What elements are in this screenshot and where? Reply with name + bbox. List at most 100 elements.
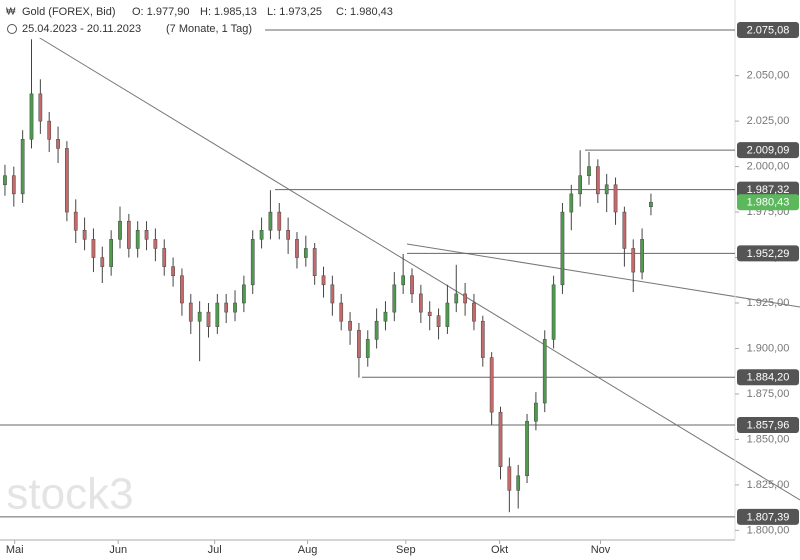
level-label-bg [737,508,799,525]
candle-body [277,211,282,231]
candle-body [542,339,547,404]
candle-body [188,302,193,322]
candle-body [321,275,326,286]
candle-body [144,230,149,240]
candle-body [11,175,16,195]
candle-body [38,93,43,122]
candle-body [419,293,423,313]
ohlc-low: L: 1.973,25 [267,6,322,18]
candle-body [489,357,494,413]
candle-body [118,220,122,240]
candle-body [100,257,105,267]
title: Gold (FOREX, Bid) [22,6,116,18]
candle-body [250,239,255,286]
candle-body [180,275,184,304]
level-label-bg [737,245,799,262]
candle-body [498,411,503,467]
candle-body [480,320,485,358]
candle-body [224,302,229,313]
x-tick-label: Nov [591,544,611,556]
candle-body [613,184,618,213]
current-price-label: 1.980,43 [747,197,790,209]
level-label: 1.857,96 [747,419,790,431]
candle-body [171,266,175,276]
candle-body [436,315,441,327]
candle-body [622,211,627,249]
level-label: 2.075,08 [747,24,790,36]
y-tick-label: 1.900,00 [747,342,790,354]
candle-body [286,230,290,240]
trendline [29,31,800,501]
candle-body [197,311,202,322]
level-label-bg [737,369,799,386]
candle-body [29,93,34,140]
candle-body [383,311,388,322]
y-tick-label: 1.800,00 [747,524,790,536]
candle-body [604,184,609,195]
candle-body [135,230,140,249]
level-label: 1.952,29 [747,248,790,260]
candle-body [91,239,96,258]
candle-body [162,248,167,267]
candle-body [427,311,432,316]
y-tick-label: 1.850,00 [747,433,790,445]
candle-body [20,139,25,195]
ohlc-open: O: 1.977,90 [132,6,190,18]
ohlc-close: C: 1.980,43 [336,6,393,18]
y-tick-label: 2.050,00 [747,70,790,82]
candle-body [551,284,556,340]
candle-body [348,320,352,331]
candle-body [82,230,87,240]
candle-body [73,211,78,231]
candle-body [525,420,529,477]
x-tick-label: Sep [396,544,416,556]
level-label: 1.807,39 [747,511,790,523]
candle-body [259,230,264,240]
candle-body [3,175,7,186]
clock-icon [7,24,17,34]
current-price-bg [737,194,799,211]
candle-body [47,120,52,140]
candle-body [268,211,273,231]
candle-body [507,466,512,491]
candle-body [339,302,344,322]
level-label: 1.884,20 [747,372,790,384]
candle-body [312,248,317,276]
x-tick-label: Jul [208,544,222,556]
candle-body [206,311,211,327]
candle-body [242,284,246,304]
period-note: (7 Monate, 1 Tag) [166,23,252,35]
candle-body [65,148,69,213]
candle-body [534,402,538,422]
candle-body [303,248,308,258]
candle-body [330,284,335,304]
level-label-bg [737,142,799,159]
candle-body [401,275,406,286]
candle-body [569,193,574,213]
candle-body [587,166,591,176]
candle-body [560,211,565,286]
watermark: stock3 [6,470,133,519]
candle-body [472,302,476,322]
x-tick-label: Okt [491,544,508,556]
y-tick-label: 2.000,00 [747,161,790,173]
header-bg [0,0,270,38]
candle-body [153,239,158,249]
candle-body [392,284,397,313]
x-tick-label: Jun [109,544,127,556]
candle-body [578,175,582,195]
candle-body [215,302,220,327]
candle-body [109,239,113,267]
level-label: 2.009,09 [747,144,790,156]
candle-body [463,293,467,304]
candle-body [595,166,600,195]
candle-body [233,302,237,313]
y-tick-label: 2.025,00 [747,115,790,127]
x-tick-label: Mai [6,544,24,556]
candle-body [295,239,299,258]
candle-body [445,302,450,327]
level-label: 1.987,32 [747,184,790,196]
level-label-bg [737,181,799,198]
level-label-bg [737,22,799,39]
